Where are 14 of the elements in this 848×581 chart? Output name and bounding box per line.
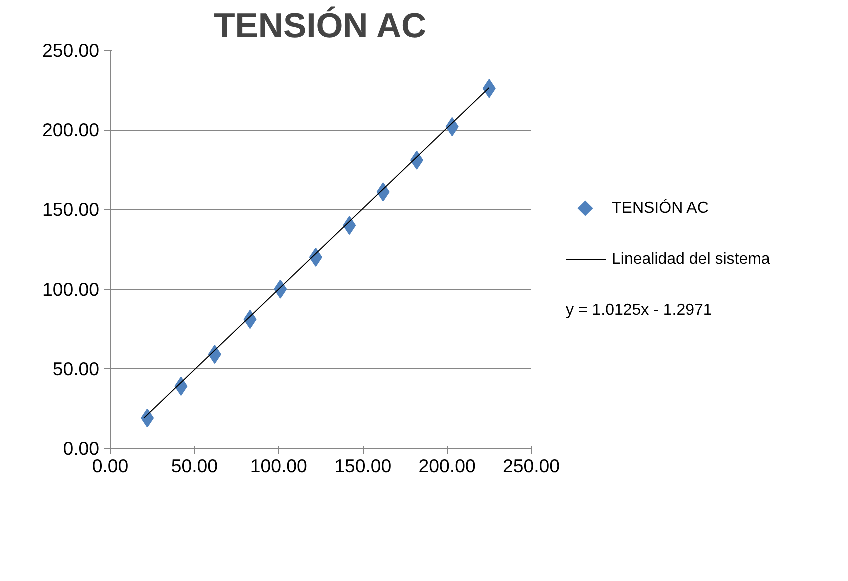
x-tick-label: 250.00	[502, 456, 560, 476]
chart-title: TENSIÓN AC	[214, 6, 427, 46]
x-tick-label: 50.00	[171, 456, 218, 476]
legend-label: TENSIÓN AC	[612, 198, 710, 219]
x-tick-label: 150.00	[334, 456, 392, 476]
y-tick-label: 150.00	[42, 199, 100, 220]
text: y = 1.0125x - 1.2971	[566, 300, 714, 321]
x-tick-label: 100.00	[250, 456, 308, 476]
x-tick-label: 200.00	[418, 456, 476, 476]
y-tick-label: 250.00	[42, 40, 100, 61]
y-tick-label: 100.00	[42, 278, 100, 300]
y-tick-label: 200.00	[42, 120, 100, 141]
y-tick-label: 50.00	[52, 358, 100, 380]
legend-label: Linealidad del sistema	[612, 250, 772, 270]
